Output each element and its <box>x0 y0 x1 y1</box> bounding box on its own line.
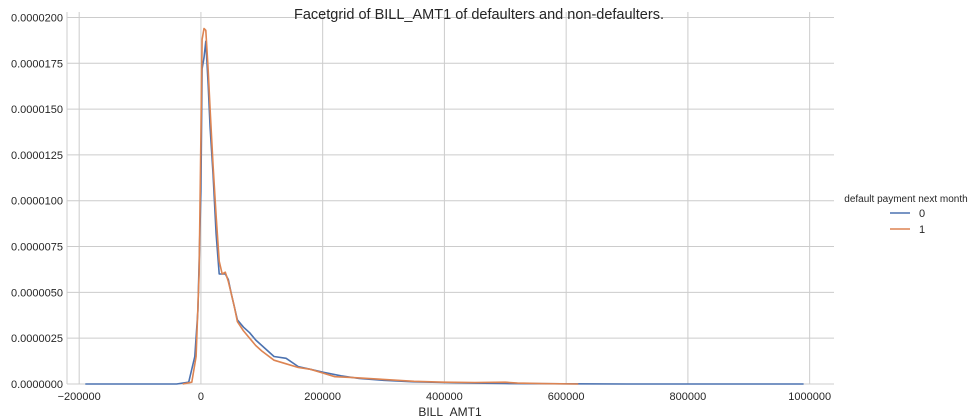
chart-title: Facetgrid of BILL_AMT1 of defaulters and… <box>294 7 664 23</box>
y-tick-label: 0.0000075 <box>11 242 63 254</box>
x-tick-label: 1000000 <box>788 391 831 403</box>
y-tick-label: 0.0000050 <box>11 287 63 299</box>
series-lines <box>85 27 804 385</box>
x-tick-labels: −200000 0 200000 400000 600000 800000 1000000 <box>58 391 831 403</box>
series-line-1 <box>182 27 579 385</box>
x-axis-label: BILL_AMT1 <box>418 405 482 416</box>
x-tick-label: 400000 <box>426 391 463 403</box>
legend: default payment next month 0 1 <box>844 194 967 236</box>
y-tick-labels: 0.0000000 0.0000025 0.0000050 0.0000075 0.00… <box>11 12 63 391</box>
x-tick-label: 800000 <box>670 391 707 403</box>
y-tick-label: 0.0000125 <box>11 150 63 162</box>
y-tick-label: 0.0000175 <box>11 58 63 70</box>
y-tick-label: 0.0000150 <box>11 104 63 116</box>
grid-lines <box>67 12 834 385</box>
x-tick-label: −200000 <box>58 391 101 403</box>
x-tick-label: 600000 <box>548 391 585 403</box>
x-tick-label: 0 <box>198 391 204 403</box>
y-tick-label: 0.0000100 <box>11 196 63 208</box>
legend-title: default payment next month <box>844 194 967 205</box>
y-tick-label: 0.0000200 <box>11 12 63 24</box>
legend-label-1: 1 <box>919 224 925 236</box>
y-tick-label: 0.0000025 <box>11 333 63 345</box>
x-tick-label: 200000 <box>304 391 341 403</box>
legend-label-0: 0 <box>919 208 925 220</box>
y-tick-label: 0.0000000 <box>11 379 63 391</box>
axes <box>66 12 834 385</box>
